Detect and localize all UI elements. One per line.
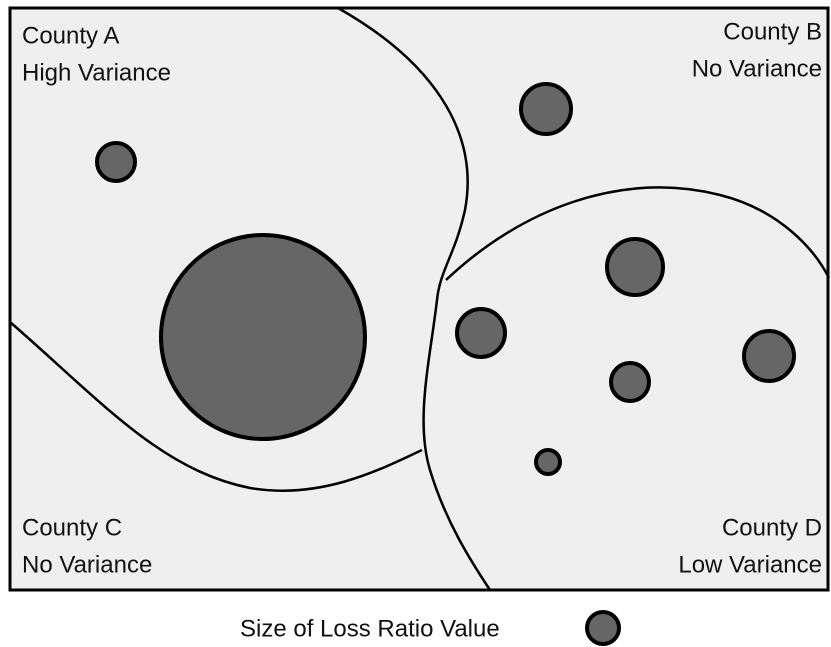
region-label: No Variance xyxy=(692,55,822,82)
bubble xyxy=(455,307,507,359)
legend-bubble xyxy=(585,610,621,646)
bubble xyxy=(534,448,562,476)
region-name: County A xyxy=(22,22,119,49)
frame xyxy=(8,6,830,592)
map-area xyxy=(10,8,828,590)
region-label: Low Variance xyxy=(678,551,822,578)
bubble xyxy=(609,361,651,403)
bubble xyxy=(519,82,573,136)
region-boundary xyxy=(9,321,423,492)
region-boundary xyxy=(337,6,492,591)
region-name: County C xyxy=(22,514,122,541)
bubble xyxy=(95,141,137,183)
bubble xyxy=(159,233,367,441)
region-name: County D xyxy=(722,514,822,541)
legend-label: Size of Loss Ratio Value xyxy=(240,615,500,642)
region-name: County B xyxy=(723,18,822,45)
bubble xyxy=(742,329,796,383)
bubble xyxy=(605,237,665,297)
region-label: No Variance xyxy=(22,551,152,578)
region-label: High Variance xyxy=(22,59,171,86)
region-boundary xyxy=(445,186,831,281)
